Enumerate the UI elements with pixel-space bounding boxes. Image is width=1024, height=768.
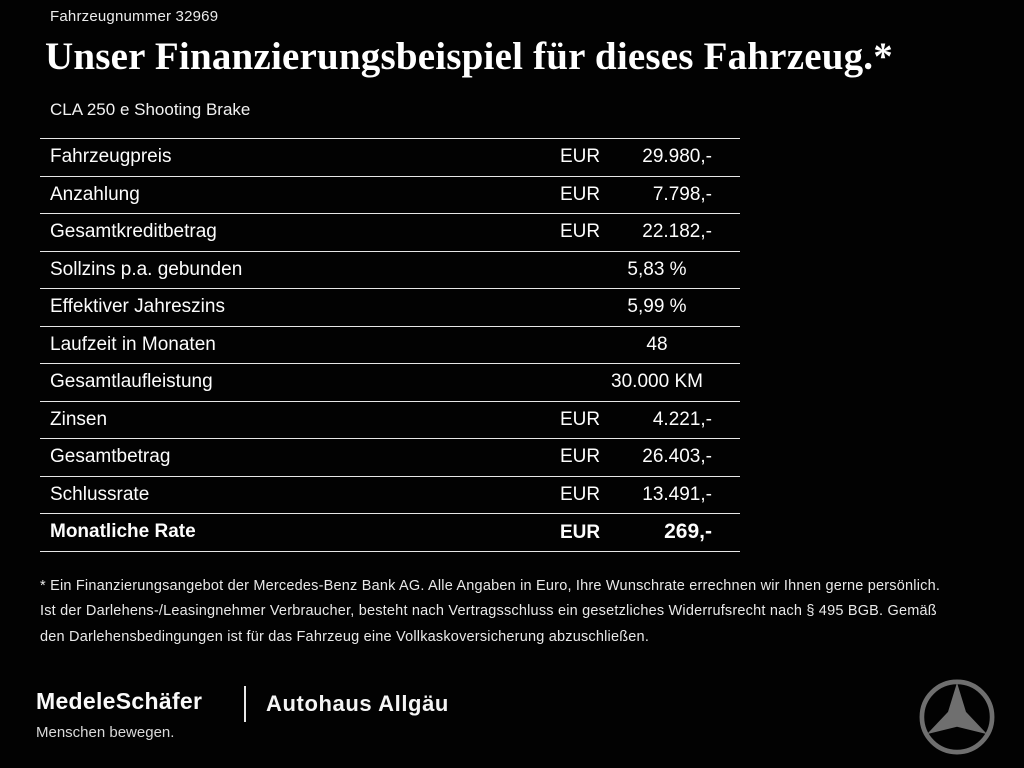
row-currency: EUR [560,483,601,505]
footer: MedeleSchäfer Menschen bewegen. Autohaus… [0,678,1024,768]
row-value: 26.403,- [642,446,712,468]
row-currency: EUR [560,146,601,168]
dealer-tagline: Menschen bewegen. [36,724,175,741]
vehicle-number: Fahrzeugnummer 32969 [50,8,219,25]
row-label: Laufzeit in Monaten [50,333,216,355]
page-title: Unser Finanzierungsbeispiel für dieses F… [45,35,893,78]
row-value: 5,99 % [627,296,687,318]
row-value: 269,- [664,520,712,544]
row-value-group: EUR 13.491,- [560,484,740,506]
footer-divider [244,686,246,722]
row-label: Monatliche Rate [50,521,196,543]
table-row: Fahrzeugpreis EUR 29.980,- [40,139,740,177]
row-currency: EUR [560,183,601,205]
row-value-group: EUR 4.221,- [560,409,740,431]
dealer-logo-medeleschaefer: MedeleSchäfer [36,688,203,714]
table-row: Gesamtkreditbetrag EUR 22.182,- [40,214,740,252]
row-value-group: 5,99 % [560,296,740,318]
table-row: Anzahlung EUR 7.798,- [40,177,740,214]
table-row: Effektiver Jahreszins 5,99 % [40,289,740,327]
row-label: Fahrzeugpreis [50,146,172,168]
legal-footnote: * Ein Finanzierungsangebot der Mercedes-… [40,578,941,645]
vehicle-model: CLA 250 e Shooting Brake [50,100,251,119]
table-row: Gesamtlaufleistung 30.000 KM [40,364,740,402]
row-currency: EUR [560,221,601,243]
table-row: Laufzeit in Monaten 48 [40,327,740,364]
table-row: Schlussrate EUR 13.491,- [40,477,740,514]
row-value-group: EUR 22.182,- [560,221,740,243]
row-value: 7.798,- [652,183,712,205]
row-value-group: EUR 29.980,- [560,146,740,168]
row-label: Gesamtkreditbetrag [50,221,217,243]
row-label: Effektiver Jahreszins [50,296,225,318]
row-value: 4.221,- [652,408,712,430]
row-value: 30.000 KM [611,371,703,393]
row-label: Sollzins p.a. gebunden [50,258,243,280]
row-value: 48 [646,333,668,355]
table-row: Gesamtbetrag EUR 26.403,- [40,439,740,477]
row-value: 22.182,- [642,221,712,243]
row-currency: EUR [560,446,601,468]
row-value: 5,83 % [627,258,687,280]
table-row: Sollzins p.a. gebunden 5,83 % [40,252,740,289]
row-value-group: EUR 269,- [560,520,740,544]
row-currency: EUR [560,522,601,544]
row-label: Zinsen [50,408,108,430]
row-value-group: 30.000 KM [560,371,740,393]
finance-table: Fahrzeugpreis EUR 29.980,- Anzahlung EUR… [40,138,740,552]
row-label: Gesamtlaufleistung [50,371,213,393]
row-currency: EUR [560,408,601,430]
table-row: Zinsen EUR 4.221,- [40,402,740,439]
row-value-group: 5,83 % [560,259,740,281]
mercedes-star-icon [918,678,996,756]
row-label: Gesamtbetrag [50,446,171,468]
row-label: Schlussrate [50,483,150,505]
row-value: 29.980,- [642,146,712,168]
dealer-logo-autohaus-allgaeu: Autohaus Allgäu [266,691,449,716]
row-label: Anzahlung [50,183,140,205]
row-value: 13.491,- [642,483,712,505]
row-value-group: 48 [560,334,740,356]
table-row-monthly-rate: Monatliche Rate EUR 269,- [40,514,740,552]
row-value-group: EUR 26.403,- [560,446,740,468]
row-value-group: EUR 7.798,- [560,184,740,206]
